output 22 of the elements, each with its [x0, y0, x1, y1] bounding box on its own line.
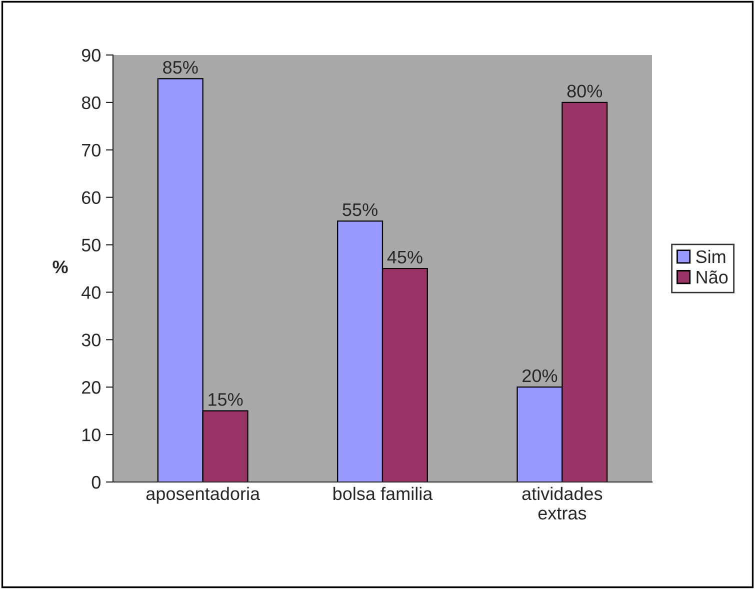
data-label: 15% — [208, 393, 243, 406]
data-label: 20% — [522, 369, 558, 382]
y-tick-label: 0 — [92, 476, 100, 489]
legend-label: Não — [696, 270, 728, 284]
x-tick-label: bolsa familia — [333, 486, 433, 500]
y-tick-label: 70 — [82, 144, 100, 157]
y-tick-label: 30 — [82, 334, 100, 346]
y-axis-title: % — [52, 260, 68, 274]
y-tick-label: 50 — [82, 238, 100, 252]
y-tick-label: 60 — [82, 191, 100, 204]
y-tick-label: 20 — [82, 381, 100, 394]
y-tick-label: 40 — [82, 286, 100, 299]
y-tick-label: 80 — [82, 96, 100, 110]
data-label: 45% — [387, 250, 422, 264]
legend-label: Sim — [696, 250, 726, 264]
data-label: 55% — [342, 203, 378, 216]
y-tick-label: 90 — [82, 48, 100, 62]
y-tick-label: 10 — [82, 428, 100, 442]
x-tick-label: atividades extras — [522, 486, 602, 520]
x-tick-label: aposentadoria — [146, 486, 260, 504]
data-label: 80% — [567, 84, 602, 98]
data-label: 85% — [163, 60, 198, 74]
